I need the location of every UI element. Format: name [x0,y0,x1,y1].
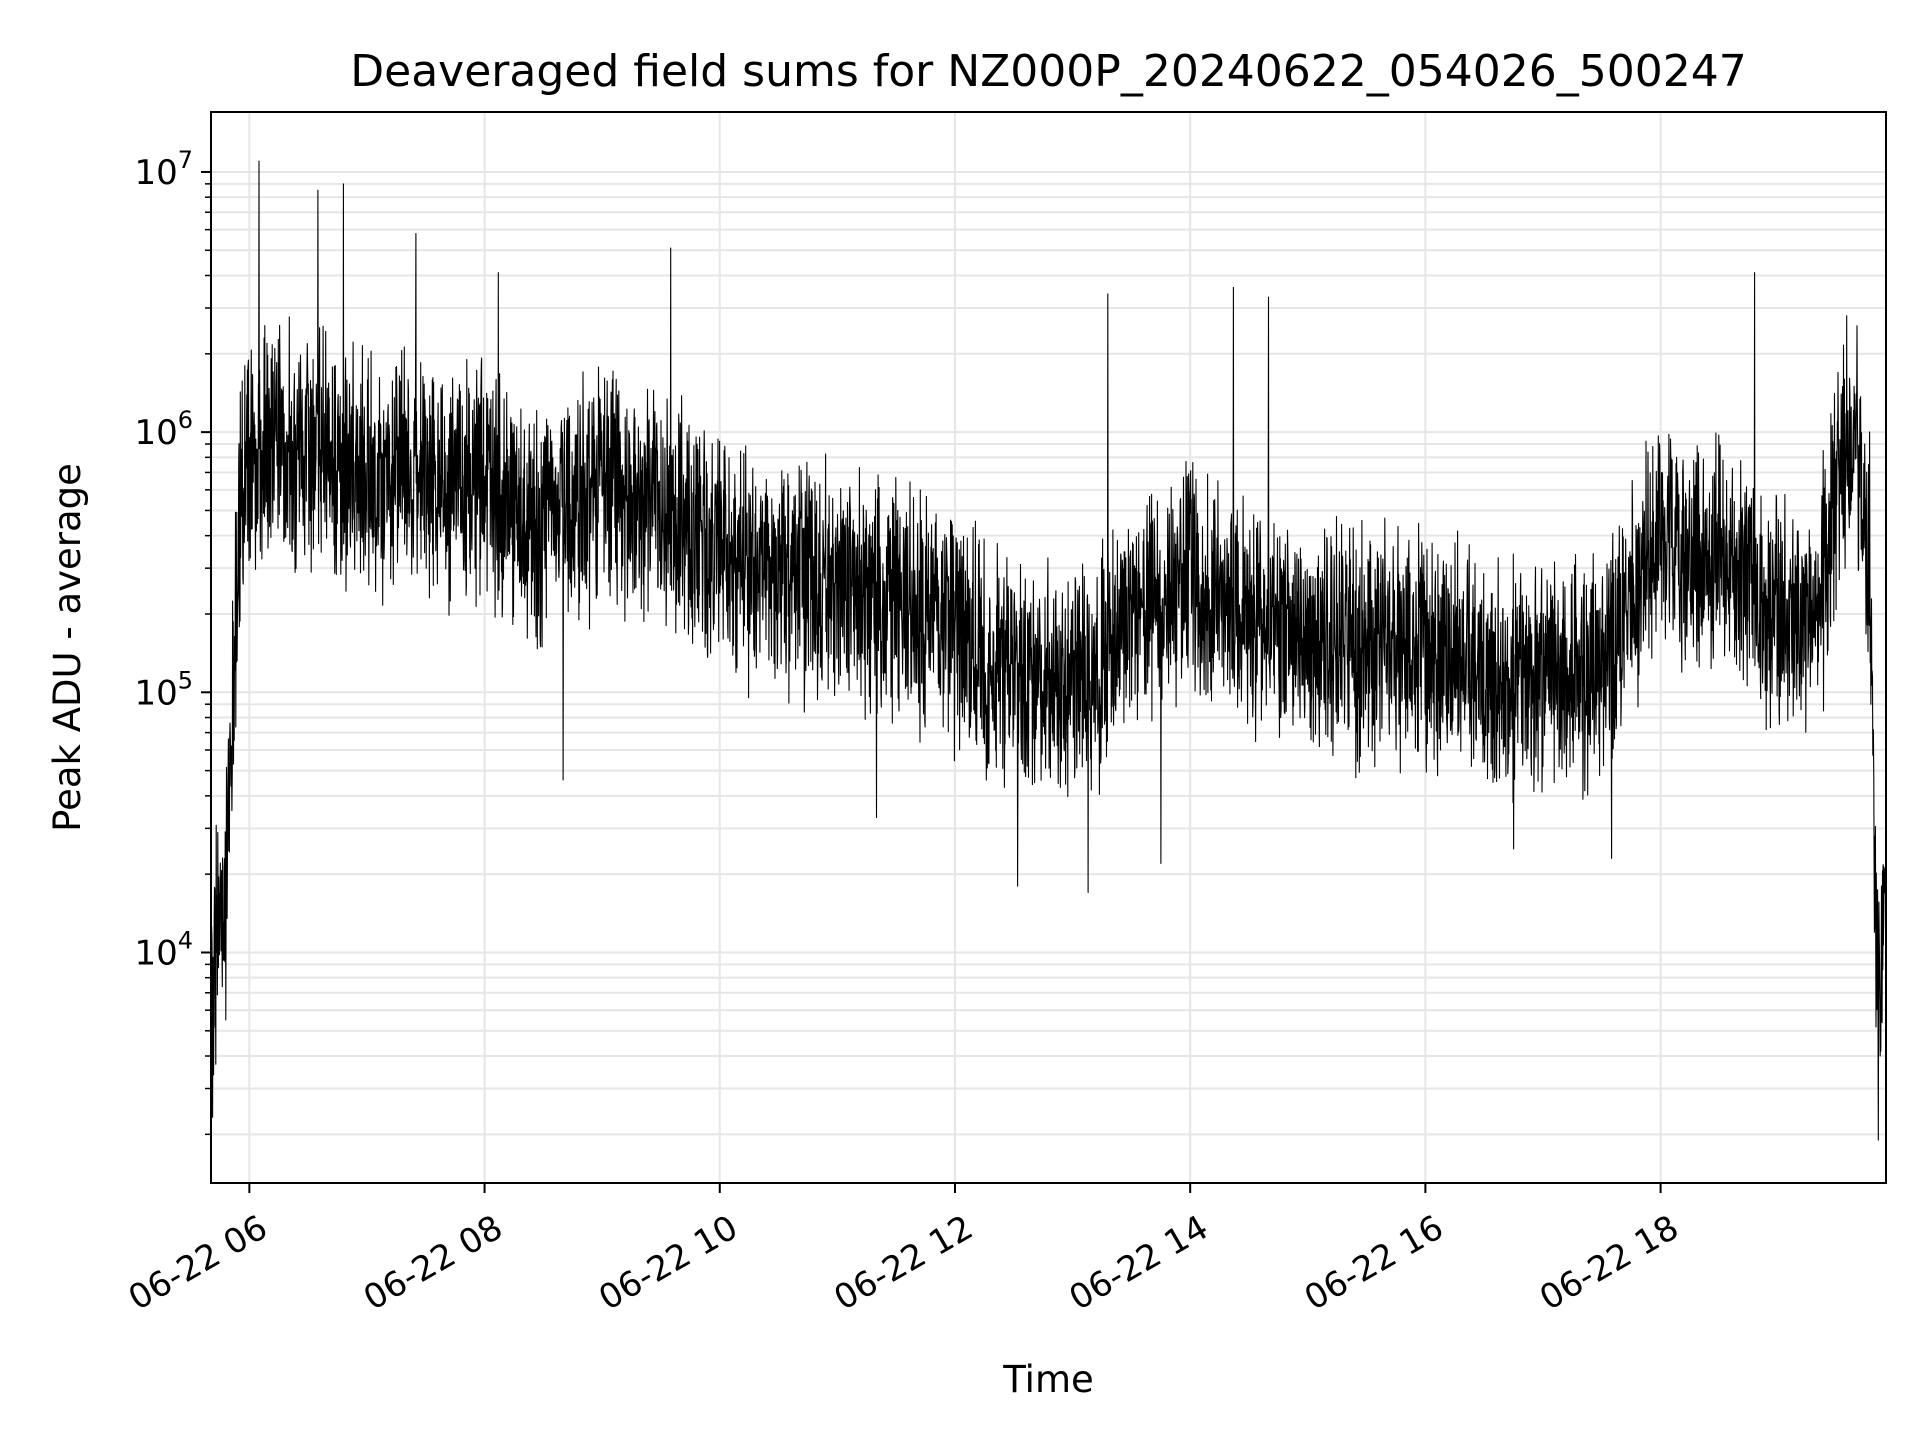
y-tick-exponent: 7 [178,146,193,174]
y-tick-exponent: 6 [178,406,193,434]
y-axis-label: Peak ADU - average [46,463,89,832]
x-tick-label: 06-22 18 [1533,1208,1685,1319]
x-axis-label: Time [1002,1358,1094,1401]
x-tick-label: 06-22 16 [1298,1208,1450,1319]
y-tick-exponent: 5 [178,666,193,694]
y-tick-base: 10 [134,673,177,713]
x-tick-label: 06-22 14 [1063,1208,1215,1319]
y-tick-base: 10 [134,413,177,453]
y-tick-label: 106 [134,406,193,453]
y-tick-base: 10 [134,933,177,973]
y-tick-base: 10 [134,153,177,193]
x-tick-label: 06-22 12 [827,1208,979,1319]
x-tick-label: 06-22 10 [592,1208,744,1319]
y-tick-exponent: 4 [178,926,193,954]
chart-title: Deaveraged field sums for NZ000P_2024062… [350,46,1746,97]
y-tick-label: 104 [134,926,193,973]
plot-frame [210,111,1887,1184]
series-line [210,160,1887,1141]
y-tick-label: 107 [134,146,193,193]
x-tick-label: 06-22 08 [357,1208,509,1319]
plot-area [210,160,1887,1141]
y-tick-label: 105 [134,666,193,713]
x-tick-label: 06-22 06 [122,1208,274,1319]
